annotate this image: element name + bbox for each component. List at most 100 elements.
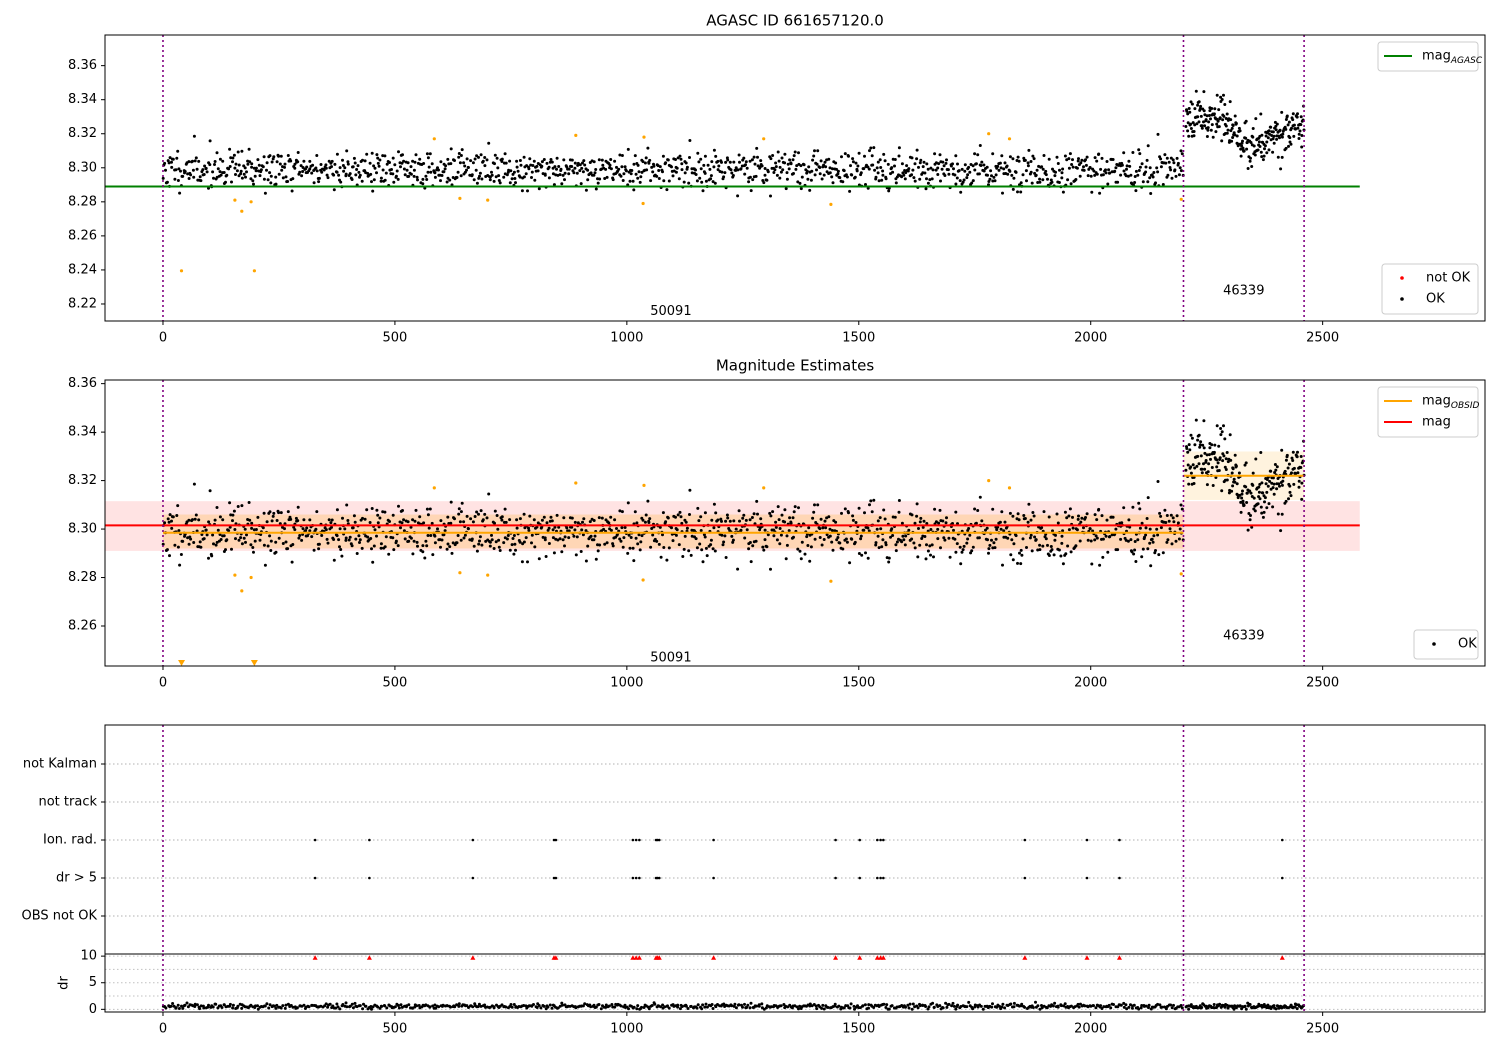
data-point-ok [1094, 534, 1098, 538]
data-point-ok [530, 533, 534, 537]
data-point-ok [769, 194, 772, 198]
dr-clipped-marker [857, 955, 863, 960]
data-point-ok [557, 525, 561, 529]
data-point-ok [563, 535, 567, 539]
data-point-ok [671, 539, 675, 543]
dr-point [938, 1004, 942, 1008]
data-point-ok [720, 160, 723, 164]
data-point-ok [533, 178, 537, 182]
data-point-ok [929, 553, 932, 557]
data-point-ok [224, 548, 227, 552]
data-point-ok [600, 516, 604, 520]
data-point-ok [724, 160, 728, 164]
data-point-ok [915, 157, 919, 161]
data-point-ok [575, 171, 579, 175]
data-point-ok [363, 159, 367, 163]
dr-point [1031, 1006, 1035, 1009]
data-point-ok [198, 540, 202, 544]
data-point-ok [1221, 118, 1225, 122]
data-point-ok [373, 528, 377, 532]
data-point-ok [371, 189, 375, 193]
data-point-ok [1000, 154, 1004, 158]
obsid-label: 50091 [650, 651, 691, 666]
data-point-ok [1169, 513, 1173, 517]
data-point-ok [734, 527, 738, 531]
dr-point [291, 1005, 295, 1009]
dr-point [910, 1007, 914, 1011]
data-point-ok [236, 150, 240, 154]
data-point-ok [236, 505, 240, 508]
data-point-ok [702, 533, 706, 537]
data-point-ok [518, 517, 522, 521]
data-point-ok [1225, 112, 1229, 116]
data-point-ok [977, 536, 981, 540]
data-point-ok [1261, 158, 1265, 162]
dr-point-group [161, 1000, 1184, 1011]
data-point-ok [356, 164, 360, 168]
data-point-ok [429, 170, 433, 174]
data-point-ok [763, 528, 767, 532]
data-point-ok [617, 167, 621, 171]
data-point-ok [818, 172, 822, 176]
data-point-ok [1146, 180, 1150, 184]
data-point-ok [1180, 507, 1184, 511]
data-point-ok [633, 510, 637, 514]
data-point-ok [646, 499, 650, 503]
data-point-ok [427, 526, 431, 530]
data-point-ok [1132, 552, 1136, 556]
data-point-ok [965, 541, 969, 545]
data-point-ok [666, 158, 670, 162]
data-point-ok [500, 160, 504, 163]
data-point-ok [902, 538, 906, 542]
dr-point [906, 1003, 910, 1007]
dr-point [979, 1004, 983, 1008]
data-point-ok [315, 169, 319, 173]
data-point-ok [299, 164, 303, 168]
data-point-ok [202, 537, 206, 541]
data-point-ok [1258, 145, 1262, 148]
data-point-ok [743, 172, 747, 176]
dr-point [749, 1001, 753, 1005]
dr-point [907, 1006, 911, 1010]
flag-row-label: not Kalman [23, 757, 97, 772]
data-point-ok [168, 513, 172, 517]
y-tick-label: 8.26 [68, 228, 97, 243]
data-point-ok [205, 170, 209, 174]
data-point-ok [926, 549, 930, 553]
data-point-ok [561, 538, 565, 542]
chart-title: AGASC ID 661657120.0 [706, 12, 884, 30]
data-point-ok [381, 154, 385, 158]
data-point-ok [742, 513, 746, 517]
data-point-ok [689, 553, 693, 557]
flag-markers-group [313, 838, 1284, 842]
dr-point [991, 1002, 994, 1006]
data-point-ok [902, 173, 906, 177]
dr-point [1137, 1007, 1141, 1011]
data-point-ok [1021, 537, 1025, 541]
dr-point [956, 1003, 960, 1007]
data-point-ok [605, 175, 609, 179]
data-point-ok [876, 171, 880, 175]
data-point-ok [1034, 538, 1038, 542]
dr-point [1003, 1006, 1007, 1010]
dr-point [1000, 1005, 1004, 1009]
data-point-ok [1290, 456, 1294, 460]
data-point-ok [694, 168, 697, 172]
data-point-ok [214, 543, 218, 547]
data-point-ok [250, 526, 254, 530]
data-point-ok [1046, 543, 1049, 547]
data-point-ok [754, 539, 758, 543]
data-point-ok [855, 169, 859, 173]
data-point-ok [756, 512, 759, 516]
data-point-ok [1228, 100, 1232, 104]
data-point-ok [221, 159, 225, 163]
dr-point [1274, 1007, 1278, 1011]
data-point-ok [1038, 548, 1042, 552]
data-point-ok [835, 167, 838, 171]
data-point-ok [1276, 512, 1280, 516]
data-point-ok [312, 181, 316, 185]
data-point-ok [1108, 535, 1112, 538]
data-point-ok [840, 511, 843, 515]
data-point-ok [1233, 133, 1237, 137]
dr-point [599, 1007, 603, 1011]
